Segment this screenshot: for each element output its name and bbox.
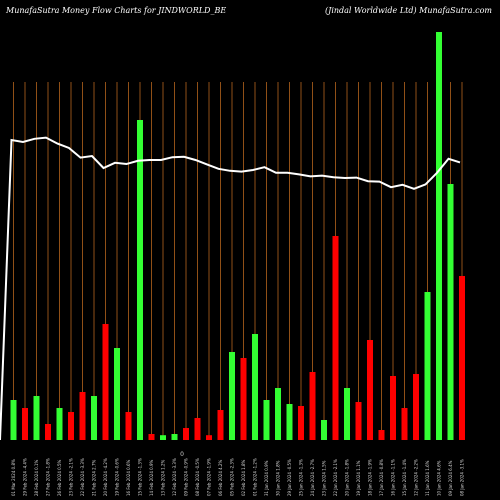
x-tick-label: 19 Jan 2024 1.1% — [356, 460, 361, 496]
bar-down — [298, 406, 304, 440]
chart-title: MunafaSutra Money Flow Charts for JINDWO… — [6, 6, 227, 15]
bar-down — [45, 424, 51, 440]
bars — [10, 32, 465, 440]
bar-up — [344, 388, 350, 440]
money-flow-line — [0, 136, 461, 441]
x-tick-label: 22 Feb 2024 -3.3% — [80, 458, 85, 496]
x-tick-label: 16 Jan 2024 -1.1% — [391, 459, 396, 496]
x-tick-label: 11 Jan 2024 1.6% — [425, 460, 430, 496]
bar-down — [332, 236, 339, 440]
bar-down — [240, 358, 247, 440]
bar-down — [194, 418, 201, 440]
bar-down — [102, 324, 109, 440]
bar-down — [413, 374, 419, 440]
x-tick-label: 24 Jan 2024 -2.7% — [310, 459, 315, 496]
x-tick-label: 12 Jan 2024 -2.2% — [414, 459, 419, 496]
center-label: 0 — [180, 451, 184, 458]
x-tick-label: 26 Feb 2024 0.5% — [57, 459, 62, 496]
company-title: (Jindal Worldwide Ltd) MunafaSutra.com — [324, 6, 492, 15]
bar-down — [309, 372, 316, 440]
bar-up — [91, 396, 97, 440]
x-tick-label: 29 Jan 2024 -0.5% — [287, 459, 292, 496]
x-tick-label: 14 Feb 2024 0.9% — [149, 459, 154, 496]
bar-down — [401, 408, 408, 440]
x-tick-label: 27 Feb 2024 -1.8% — [46, 458, 51, 496]
x-tick-label: 01 Mar 2024 0.8% — [11, 459, 16, 496]
x-tick-label: 28 Feb 2024 0.1% — [34, 459, 39, 496]
bar-up — [56, 408, 63, 440]
x-tick-label: 25 Jan 2024 -1.3% — [299, 459, 304, 496]
bar-down — [206, 435, 212, 440]
bar-down — [68, 412, 74, 440]
bar-up — [171, 434, 178, 440]
x-tick-label: 31 Jan 2024 0.9% — [264, 460, 269, 496]
x-tick-label: 30 Jan 2024 1.8% — [276, 460, 281, 496]
bar-down — [79, 392, 86, 440]
x-tick-label: 20 Jan 2024 -1.8% — [345, 459, 350, 496]
x-tick-label: 20 Feb 2024 -4.2% — [103, 458, 108, 496]
x-tick-label: 21 Feb 2024 2.7% — [92, 459, 97, 496]
bar-down — [390, 376, 396, 440]
x-tick-label: 05 Feb 2024 -2.3% — [230, 458, 235, 496]
bar-up — [321, 420, 327, 440]
bar-up — [275, 388, 281, 440]
bar-up — [286, 404, 293, 440]
x-tick-label: 29 Feb 2024 -4.4% — [23, 458, 28, 496]
x-tick-label: 08 Jan 2024 -3.1% — [460, 459, 465, 496]
bar-down — [355, 402, 362, 440]
x-tick-label: 19 Feb 2024 -0.6% — [115, 458, 120, 496]
x-tick-label: 15 Jan 2024 -1.4% — [402, 459, 407, 496]
bar-up — [229, 352, 235, 440]
bar-down — [125, 412, 132, 440]
x-tick-label: 08 Feb 2024 -0.5% — [195, 458, 200, 496]
bar-up — [10, 400, 17, 440]
bar-up — [160, 435, 166, 440]
bar-up — [436, 32, 442, 440]
bar-up — [263, 400, 270, 440]
bar-up — [114, 348, 120, 440]
bar-down — [459, 276, 465, 440]
x-tick-label: 17 Jan 2024 -0.8% — [379, 459, 384, 496]
bar-down — [217, 410, 224, 440]
bar-up — [447, 184, 454, 440]
x-tick-label: 18 Jan 2024 -1.9% — [368, 459, 373, 496]
x-tick-label: 22 Jan 2024 -2.1% — [333, 459, 338, 496]
bar-up — [33, 396, 40, 440]
bar-up — [137, 120, 143, 440]
x-tick-label: 23 Feb 2024 -2.1% — [69, 458, 74, 496]
x-tick-label: 15 Feb 2024 -1.3% — [138, 458, 143, 496]
x-tick-label: 12 Feb 2024 -3.3% — [172, 458, 177, 496]
x-tick-label: 23 Jan 2024 1.5% — [322, 460, 327, 496]
bar-down — [367, 340, 373, 440]
x-tick-label: 09 Jan 2024 6.4% — [448, 460, 453, 496]
x-tick-label: 09 Feb 2024 -0.9% — [184, 458, 189, 496]
bar-down — [183, 428, 189, 440]
bar-down — [22, 408, 28, 440]
x-tick-label: 13 Feb 2024 1.2% — [161, 459, 166, 496]
x-axis-labels: 01 Mar 2024 0.8% 29 Feb 2024 -4.4% 28 Feb … — [11, 458, 465, 496]
bar-down — [378, 430, 385, 440]
x-tick-label: 06 Feb 2024 4.2% — [218, 459, 223, 496]
bar-down — [148, 434, 155, 440]
x-tick-label: 01 Feb 2024 -1.2% — [253, 458, 258, 496]
bar-up — [252, 334, 258, 440]
x-tick-label: 10 Jan 2024 4.6% — [437, 460, 442, 496]
bar-up — [424, 292, 431, 440]
x-tick-label: 16 Feb 2024 0.6% — [126, 459, 131, 496]
x-tick-label: 07 Feb 2024 -1.9% — [207, 458, 212, 496]
x-tick-label: 02 Feb 2024 1.8% — [241, 459, 246, 496]
